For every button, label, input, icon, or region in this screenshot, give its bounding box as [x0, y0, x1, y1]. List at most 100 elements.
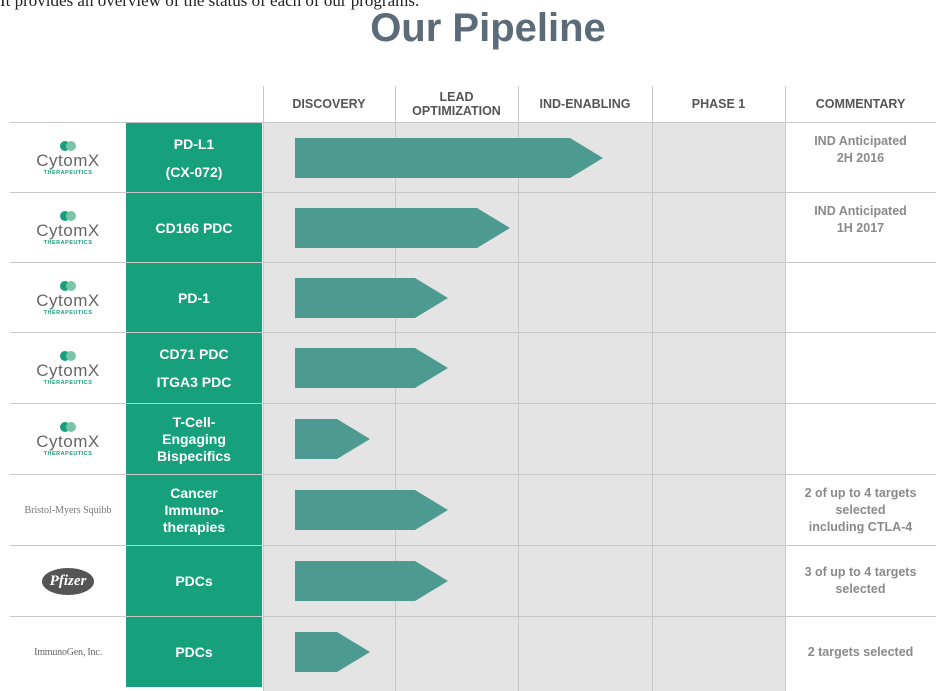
partner-subtitle: THERAPEUTICS: [43, 451, 93, 457]
pipeline-row: CytomX THERAPEUTICS PD-1: [10, 263, 936, 333]
logo-icon: [60, 281, 76, 291]
column-header: COMMENTARY: [815, 97, 906, 111]
logo-icon: [60, 141, 76, 151]
arrow-shape: [295, 561, 448, 601]
program-line: PDCs: [175, 572, 213, 589]
commentary-line: IND Anticipated: [814, 204, 907, 218]
row-divider: [10, 545, 936, 546]
program-name: PDCs: [126, 617, 262, 687]
partner-logo: CytomX THERAPEUTICS: [10, 123, 126, 193]
program-line: CD166 PDC: [155, 219, 233, 236]
progress-arrow: [295, 419, 370, 459]
commentary: 2 of up to 4 targets selected including CT…: [785, 475, 936, 545]
pipeline-row: Bristol-Myers Squibb Cancer Immuno-therapi…: [10, 475, 936, 545]
arrow-shape: [295, 632, 370, 672]
arrow-shape: [295, 138, 603, 178]
progress-arrow: [295, 208, 510, 248]
progress-arrow: [295, 632, 370, 672]
partner-logo: CytomX THERAPEUTICS: [10, 263, 126, 333]
program-name: Cancer Immuno-therapies: [126, 475, 262, 545]
progress-arrow: [295, 561, 448, 601]
program-name: PDCs: [126, 546, 262, 616]
pipeline-row: CytomX THERAPEUTICS PD-L1 (CX-072) IND Antic…: [10, 123, 936, 193]
partner-subtitle: THERAPEUTICS: [43, 240, 93, 246]
partner-logo: CytomX THERAPEUTICS: [10, 193, 126, 263]
partner-subtitle: THERAPEUTICS: [43, 310, 93, 316]
column-divider: [395, 86, 396, 691]
column-divider: [263, 86, 264, 691]
progress-arrow: [295, 348, 448, 388]
commentary-line: selected: [835, 502, 886, 517]
commentary: 2 targets selected: [785, 617, 936, 687]
partner-logo: CytomX THERAPEUTICS: [10, 404, 126, 474]
program-name: PD-1: [126, 263, 262, 333]
logo-shape: [66, 141, 76, 151]
column-header: DISCOVERY: [292, 97, 366, 111]
partner-name: CytomX: [36, 221, 100, 240]
arrow-shape: [295, 208, 510, 248]
partner-name: CytomX: [36, 432, 100, 451]
column-header: PHASE 1: [691, 97, 746, 111]
commentary: IND Anticipated 2H 2016: [785, 123, 936, 193]
partner-name: CytomX: [36, 291, 100, 310]
pipeline-row: CytomX THERAPEUTICS T-Cell- Engaging Bispeci…: [10, 404, 936, 474]
program-line: ITGA3 PDC: [156, 374, 232, 390]
title: Our Pipeline: [370, 6, 606, 50]
partner-name: ImmunoGen, Inc.: [34, 646, 102, 658]
row-divider: [10, 192, 936, 193]
program-line: T-Cell-: [172, 413, 216, 430]
program-name: T-Cell- Engaging Bispecifics: [126, 404, 262, 474]
program-name: CD71 PDC ITGA3 PDC: [126, 333, 262, 403]
partner-logo: Pfizer: [10, 546, 126, 616]
logo-shape: [66, 351, 76, 361]
column-header: LEAD OPTIMIZATION: [412, 90, 501, 118]
partner-name: Pfizer: [41, 567, 95, 595]
row-divider: [10, 474, 936, 475]
pipeline-row: CytomX THERAPEUTICS CD166 PDC IND Anticipat…: [10, 193, 936, 263]
arrow-shape: [295, 490, 448, 530]
program-line: PDCs: [175, 643, 213, 660]
pipeline-row: Pfizer PDCs 3 of up to 4 targets selected: [10, 546, 936, 616]
row-divider: [10, 616, 936, 617]
arrow-shape: [295, 278, 448, 318]
row-divider: [10, 122, 936, 123]
row-divider: [10, 403, 936, 404]
partner-logo: ImmunoGen, Inc.: [10, 617, 126, 687]
partner-name: Bristol-Myers Squibb: [24, 504, 112, 516]
program-line: (CX-072): [165, 164, 223, 180]
partner-logo: CytomX THERAPEUTICS: [10, 333, 126, 403]
partner-subtitle: THERAPEUTICS: [43, 380, 93, 386]
program-line: Engaging: [162, 430, 226, 447]
row-divider: [10, 332, 936, 333]
partner-name: CytomX: [36, 151, 100, 170]
program-line: therapies: [162, 518, 226, 535]
commentary-line: 2H 2016: [836, 151, 885, 165]
logo-icon: [60, 422, 76, 432]
pipeline-row: ImmunoGen, Inc. PDCs 2 targets selected: [10, 617, 936, 687]
program-line: Immuno-: [164, 501, 224, 518]
commentary-line: selected: [835, 582, 886, 596]
column-divider: [785, 86, 786, 691]
logo-icon: [60, 211, 76, 221]
partner-logo: Bristol-Myers Squibb: [10, 475, 126, 545]
arrow-shape: [295, 348, 448, 388]
program-line: PD-L1: [173, 136, 215, 152]
logo-shape: [66, 211, 76, 221]
logo-shape: [66, 422, 76, 432]
row-divider: [10, 262, 936, 263]
intro-text: It provides an overview of the status of…: [0, 0, 420, 10]
commentary-line: 1H 2017: [836, 221, 885, 235]
program-line: PD-1: [178, 289, 210, 306]
program-line: Bispecifics: [157, 447, 231, 464]
column-header: IND-ENABLING: [539, 97, 631, 111]
progress-arrow: [295, 278, 448, 318]
commentary-line: 3 of up to 4 targets: [804, 565, 917, 579]
commentary: 3 of up to 4 targets selected: [785, 546, 936, 616]
column-divider: [518, 86, 519, 691]
program-name: PD-L1 (CX-072): [126, 123, 262, 193]
progress-arrow: [295, 138, 603, 178]
commentary-line: 2 of up to 4 targets: [804, 485, 917, 500]
logo-shape: [66, 281, 76, 291]
